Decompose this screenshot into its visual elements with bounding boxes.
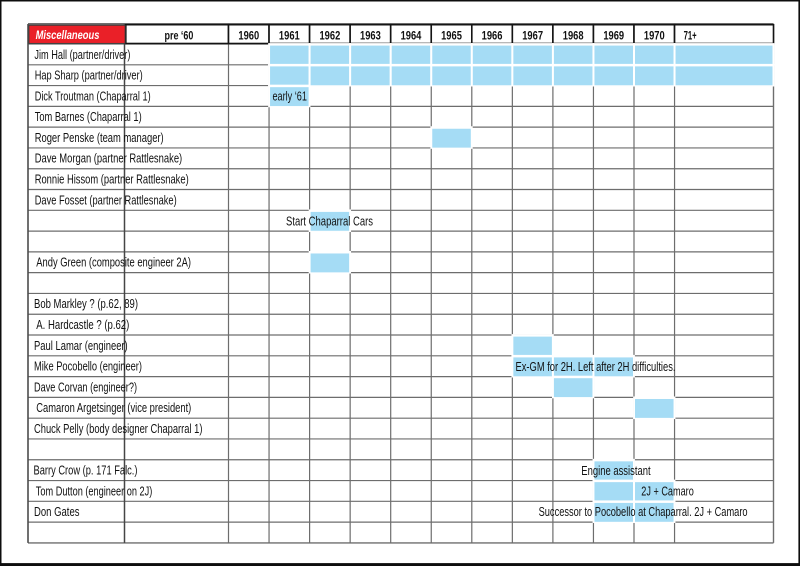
svg-text:Engine assistant: Engine assistant — [581, 464, 651, 478]
svg-text:Dick Troutman (Chaparral 1): Dick Troutman (Chaparral 1) — [35, 89, 151, 103]
svg-text:Camaron Argetsinger (vice pres: Camaron Argetsinger (vice president) — [36, 401, 191, 415]
svg-text:2J + Camaro: 2J + Camaro — [641, 485, 694, 499]
svg-text:Bob Markley ? (p.62, 89): Bob Markley ? (p.62, 89) — [34, 297, 138, 311]
svg-text:1962: 1962 — [319, 29, 340, 43]
svg-text:1968: 1968 — [563, 29, 584, 43]
svg-text:Ex-GM for 2H. Left after 2H di: Ex-GM for 2H. Left after 2H difficulties… — [516, 360, 676, 374]
svg-text:Dave Corvan (engineer?): Dave Corvan (engineer?) — [34, 380, 137, 394]
svg-text:Jim Hall (partner/driver): Jim Hall (partner/driver) — [34, 48, 130, 62]
svg-text:Tom Barnes (Chaparral 1): Tom Barnes (Chaparral 1) — [35, 110, 142, 124]
svg-text:Paul Lamar (engineer): Paul Lamar (engineer) — [34, 339, 128, 353]
svg-text:1967: 1967 — [522, 29, 543, 43]
svg-text:Roger Penske (team manager): Roger Penske (team manager) — [35, 131, 164, 145]
svg-text:1969: 1969 — [603, 29, 624, 43]
svg-text:Dave Morgan (partner Rattlesna: Dave Morgan (partner Rattlesnake) — [35, 152, 183, 166]
svg-text:Hap Sharp (partner/driver): Hap Sharp (partner/driver) — [35, 69, 143, 83]
svg-text:Barry Crow (p. 171 Falc.): Barry Crow (p. 171 Falc.) — [34, 464, 138, 478]
svg-text:1965: 1965 — [441, 29, 462, 43]
svg-text:1966: 1966 — [482, 29, 503, 43]
svg-text:71+: 71+ — [684, 29, 697, 43]
svg-text:Tom Dutton (engineer on 2J): Tom Dutton (engineer on 2J) — [36, 484, 153, 498]
svg-text:1970: 1970 — [644, 29, 665, 43]
svg-text:A. Hardcastle ? (p.62): A. Hardcastle ? (p.62) — [36, 318, 129, 332]
svg-text:1963: 1963 — [360, 29, 381, 43]
svg-text:pre ‘60: pre ‘60 — [165, 29, 194, 43]
svg-text:Successor to Pocobello at Chap: Successor to Pocobello at Chaparral. 2J … — [539, 505, 748, 519]
svg-text:Miscellaneous: Miscellaneous — [36, 28, 100, 42]
svg-text:Ronnie Hissom (partner Rattles: Ronnie Hissom (partner Rattlesnake) — [35, 173, 189, 187]
svg-text:1960: 1960 — [238, 29, 259, 43]
svg-text:Andy Green (composite engineer: Andy Green (composite engineer 2A) — [36, 256, 191, 270]
svg-text:1961: 1961 — [279, 29, 300, 43]
svg-text:Don Gates: Don Gates — [34, 505, 80, 519]
svg-text:Dave Fosset (partner Rattlesna: Dave Fosset (partner Rattlesnake) — [35, 193, 177, 207]
svg-text:1964: 1964 — [401, 29, 422, 43]
svg-text:Mike Pocobello (engineer): Mike Pocobello (engineer) — [34, 360, 142, 374]
svg-text:Start Chaparral Cars: Start Chaparral Cars — [286, 215, 373, 229]
svg-text:early ‘61: early ‘61 — [273, 90, 307, 104]
svg-text:Chuck Pelly (body designer Cha: Chuck Pelly (body designer Chaparral 1) — [34, 422, 203, 436]
